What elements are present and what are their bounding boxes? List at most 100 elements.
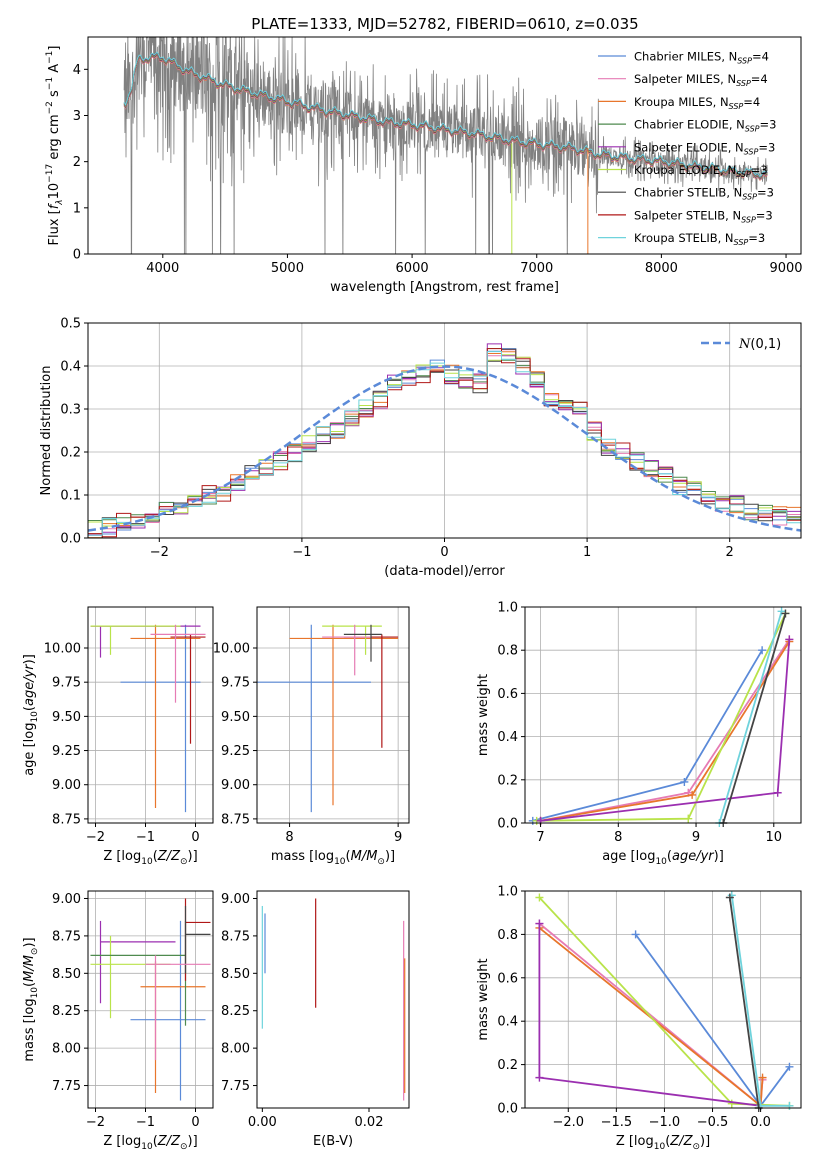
massweight_vs_age-point-marker	[758, 646, 767, 655]
age_vs_Z-ytick-label: 9.75	[52, 676, 81, 691]
massweight_vs_age-ytick-label: 0.0	[497, 817, 518, 832]
age_vs_Z-xtick-label: −2	[86, 830, 105, 845]
age_vs_Z-ytick-label: 9.25	[52, 744, 81, 759]
age_vs_Z-ylabel: age [log10(age/yr)]	[22, 654, 40, 776]
massweight_vs_Z-series-line	[538, 922, 764, 1108]
mass_vs_Z-ytick-label: 8.50	[52, 967, 81, 982]
age_vs_mass-xlabel: mass [log10(M/M⊙)]	[271, 849, 395, 867]
massweight_vs_age-ytick-label: 0.4	[497, 730, 518, 745]
massweight_vs_Z-ylabel: mass weight	[476, 958, 491, 1040]
mass_vs_Z-xtick-label: −2	[86, 1115, 105, 1130]
legend-label: Salpeter STELIB, NSSP=3	[634, 208, 773, 224]
age_vs_mass-frame	[256, 606, 410, 824]
mass_vs_Z-frame	[87, 890, 214, 1109]
age_vs_mass-ytick-label: 9.50	[221, 710, 250, 725]
figure-title: PLATE=1333, MJD=52782, FIBERID=0610, z=0…	[251, 15, 638, 33]
massweight_vs_age-point-marker	[684, 814, 693, 823]
residuals-ytick-label: 0.4	[60, 360, 81, 375]
spectrum-ytick-label: 1	[73, 201, 81, 216]
mass_vs_Z-ytick-label: 8.25	[52, 1004, 81, 1019]
massweight_vs_age-xtick-label: 10	[766, 830, 783, 845]
massweight_vs_age-ytick-label: 1.0	[497, 601, 518, 616]
histogram-salpeter-stelib	[88, 348, 801, 538]
age_vs_Z-xtick-label: 0	[191, 830, 199, 845]
mass-vs-metallicity-panel: −2 −1 0 7.75 8.00 8.25 8.50 8.75 9.00 Z [log10(Z/…	[22, 890, 214, 1152]
mass_vs_Z-ytick-label: 9.00	[52, 892, 81, 907]
residuals-xtick-label: 0	[440, 545, 448, 560]
massweight_vs_age-xlabel: age [log10(age/yr)]	[602, 849, 724, 867]
mass_vs_ebv-ytick-label: 8.00	[221, 1042, 250, 1057]
age_vs_mass-ytick-label: 8.75	[221, 812, 250, 827]
massweight_vs_Z-xtick-label: −1.0	[649, 1115, 681, 1130]
mass_vs_Z-xtick-label: 0	[191, 1115, 199, 1130]
spectrum-xtick-label: 9000	[769, 261, 802, 276]
massweight_vs_Z-ytick-label: 0.4	[497, 1015, 518, 1030]
age-vs-mass-panel: 8 9 8.75 9.00 9.25 9.50 9.75 10.00 mass [log10(M…	[213, 606, 410, 867]
residual-histogram-panel: −2 −1 0 1 2 0.0 0.1 0.2 0.3 0.4 0.5 (data-model)/er…	[39, 317, 802, 579]
massweight_vs_age-series-line	[722, 613, 787, 824]
massweight_vs_age-point-marker	[781, 609, 790, 618]
massweight_vs_Z-point-marker	[727, 1099, 736, 1108]
legend-label: Salpeter MILES, NSSP=4	[634, 72, 768, 88]
age_vs_mass-xtick-label: 9	[394, 830, 402, 845]
mass_vs_ebv-ytick-label: 7.75	[221, 1079, 250, 1094]
massweight_vs_Z-ytick-label: 0.0	[497, 1102, 518, 1117]
mass_vs_Z-ytick-label: 8.75	[52, 929, 81, 944]
age_vs_mass-ytick-label: 9.00	[221, 778, 250, 793]
massweight-vs-age-panel: 7 8 9 10 0.0 0.2 0.4 0.6 0.8 1.0 age [log10(age/yr…	[476, 601, 802, 867]
massweight_vs_Z-point-marker	[785, 1062, 794, 1071]
massweight_vs_age-xtick-label: 9	[692, 830, 700, 845]
massweight_vs_Z-point-marker	[631, 930, 640, 939]
age_vs_mass-ytick-label: 9.75	[221, 676, 250, 691]
spectrum-xtick-label: 5000	[271, 261, 304, 276]
massweight_vs_age-xtick-label: 7	[536, 830, 544, 845]
legend-label: Chabrier STELIB, NSSP=3	[634, 186, 774, 202]
massweight_vs_Z-point-marker	[535, 893, 544, 902]
legend-label: Salpeter ELODIE, NSSP=3	[634, 140, 775, 156]
massweight_vs_age-ytick-label: 0.8	[497, 644, 518, 659]
residuals-xtick-label: 1	[583, 545, 591, 560]
spectrum-ytick-label: 4	[73, 63, 81, 78]
mass_vs_Z-ylabel: mass [log10(M/M⊙)]	[22, 937, 40, 1061]
residuals-xtick-label: −1	[292, 545, 311, 560]
massweight_vs_Z-xtick-label: −2.0	[552, 1115, 584, 1130]
massweight_vs_age-point-marker	[688, 790, 697, 799]
massweight_vs_Z-xlabel: Z [log10(Z/Z⊙)]	[616, 1134, 710, 1152]
legend-label: N(0,1)	[738, 337, 781, 352]
residuals-xtick-label: 2	[726, 545, 734, 560]
mass_vs_ebv-ytick-label: 9.00	[221, 892, 250, 907]
age_vs_Z-ytick-label: 9.00	[52, 778, 81, 793]
age_vs_Z-xlabel: Z [log10(Z/Z⊙)]	[103, 849, 197, 867]
mass-vs-ebv-panel: 0.00 0.02 7.75 8.00 8.25 8.50 8.75 9.00 E(B-V)	[221, 890, 410, 1149]
massweight_vs_age-ytick-label: 0.2	[497, 773, 518, 788]
age_vs_Z-xtick-label: −1	[136, 830, 155, 845]
mass_vs_Z-xlabel: Z [log10(Z/Z⊙)]	[103, 1134, 197, 1152]
legend-label: Kroupa MILES, NSSP=4	[634, 95, 760, 111]
age_vs_mass-xtick-label: 8	[285, 830, 293, 845]
residuals-ytick-label: 0.1	[60, 489, 81, 504]
residuals-ytick-label: 0.3	[60, 403, 81, 418]
massweight_vs_Z-xtick-label: −1.5	[601, 1115, 633, 1130]
age_vs_Z-ytick-label: 10.00	[44, 642, 81, 657]
age-vs-metallicity-panel: −2 −1 0 8.75 9.00 9.25 9.50 9.75 10.00 Z [log10(Z…	[22, 606, 214, 867]
mass_vs_ebv-ytick-label: 8.75	[221, 929, 250, 944]
age_vs_Z-frame	[87, 606, 214, 824]
spectrum-ytick-label: 0	[73, 248, 81, 263]
residuals-ytick-label: 0.2	[60, 446, 81, 461]
massweight-vs-metallicity-panel: −2.0 −1.5 −1.0 −0.5 0.0 0.0 0.2 0.4 0.6 0.8 1.0 Z […	[476, 885, 802, 1152]
age_vs_mass-ytick-label: 10.00	[213, 642, 250, 657]
mass_vs_ebv-xtick-label: 0.02	[355, 1115, 384, 1130]
massweight_vs_Z-point-marker	[785, 1101, 794, 1110]
massweight_vs_Z-ytick-label: 0.8	[497, 928, 518, 943]
mass_vs_ebv-xlabel: E(B-V)	[313, 1134, 353, 1149]
massweight_vs_Z-xtick-label: 0.0	[750, 1115, 771, 1130]
massweight_vs_age-point-marker	[773, 788, 782, 797]
massweight_vs_age-ytick-label: 0.6	[497, 687, 518, 702]
mass_vs_Z-xtick-label: −1	[136, 1115, 155, 1130]
legend-label: Kroupa STELIB, NSSP=3	[634, 231, 765, 247]
age_vs_Z-ytick-label: 9.50	[52, 710, 81, 725]
spectrum-xtick-label: 4000	[146, 261, 179, 276]
mass_vs_ebv-ytick-label: 8.25	[221, 1004, 250, 1019]
mass_vs_ebv-frame	[256, 890, 410, 1109]
massweight_vs_age-point-marker	[785, 635, 794, 644]
